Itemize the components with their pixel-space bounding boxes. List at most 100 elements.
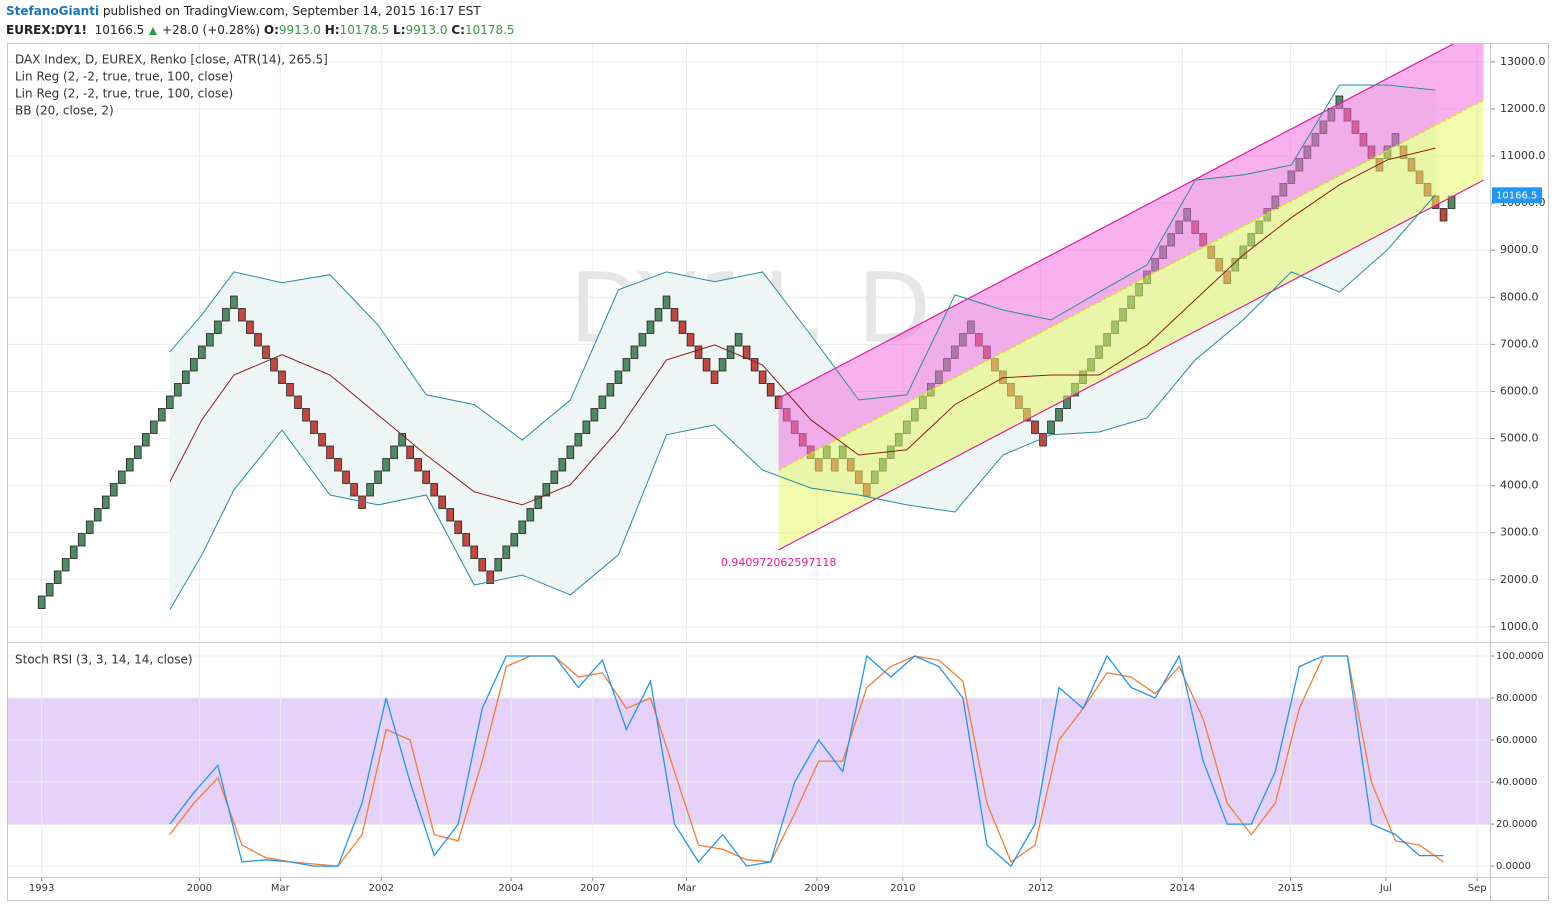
y-tick-label: 5000.0 bbox=[1500, 432, 1539, 445]
x-tick-label: 2015 bbox=[1278, 883, 1303, 894]
x-tick-label: Jul bbox=[1379, 883, 1392, 894]
up-arrow bbox=[149, 26, 158, 35]
renko-brick bbox=[550, 470, 559, 484]
renko-brick bbox=[590, 408, 599, 422]
renko-brick bbox=[85, 520, 94, 534]
band-basis bbox=[169, 147, 1436, 506]
stoch-pane bbox=[8, 643, 1490, 877]
renko-brick bbox=[686, 333, 695, 347]
renko-brick bbox=[718, 358, 727, 372]
renko-brick bbox=[558, 458, 567, 472]
renko-brick bbox=[478, 558, 487, 572]
renko-brick bbox=[750, 358, 759, 372]
renko-brick bbox=[125, 458, 134, 472]
renko-brick bbox=[502, 545, 511, 559]
renko-brick bbox=[406, 445, 414, 459]
y-tick-label: 2000.0 bbox=[1500, 573, 1539, 586]
renko-brick bbox=[149, 420, 158, 434]
channel-line bbox=[778, 44, 1455, 399]
y-tick-label: 12000.0 bbox=[1500, 102, 1546, 115]
renko-brick bbox=[382, 458, 390, 472]
renko-brick bbox=[45, 583, 54, 597]
renko-brick bbox=[1039, 433, 1047, 447]
channel-mid-line bbox=[778, 99, 1484, 471]
y-tick-label: 8000.0 bbox=[1500, 290, 1539, 303]
y-tick-label: 0.0000 bbox=[1496, 861, 1531, 872]
renko-brick bbox=[598, 395, 607, 409]
renko-brick bbox=[286, 383, 294, 397]
renko-brick bbox=[326, 445, 334, 459]
renko-brick bbox=[190, 358, 198, 372]
renko-brick bbox=[462, 533, 471, 547]
renko-brick bbox=[494, 558, 503, 572]
renko-brick bbox=[534, 495, 543, 509]
renko-brick bbox=[742, 345, 751, 359]
quote-line: EUREX:DY1! 10166.5 +28.0 (+0.28%) O:9913… bbox=[6, 21, 515, 40]
price: 10166.5 bbox=[94, 23, 145, 37]
legend-entry: BB (20, close, 2) bbox=[15, 104, 114, 118]
renko-brick bbox=[310, 420, 318, 434]
renko-brick bbox=[366, 483, 374, 497]
band-fill bbox=[8, 698, 1490, 825]
renko-brick bbox=[662, 295, 671, 309]
renko-brick bbox=[294, 395, 302, 409]
renko-brick bbox=[486, 570, 495, 584]
y-tick-label: 100.0000 bbox=[1496, 651, 1544, 662]
legend-entry: Lin Reg (2, -2, true, true, 100, close) bbox=[15, 70, 233, 84]
renko-brick bbox=[430, 483, 438, 497]
renko-brick bbox=[614, 370, 623, 384]
renko-brick bbox=[1047, 420, 1055, 434]
frame bbox=[7, 43, 1549, 901]
change: +28.0 (+0.28%) bbox=[161, 23, 261, 37]
renko-brick bbox=[133, 445, 142, 459]
renko-brick bbox=[302, 408, 310, 422]
renko-brick bbox=[37, 595, 46, 609]
y-tick-label: 60.0000 bbox=[1496, 735, 1537, 746]
renko-brick bbox=[510, 533, 519, 547]
renko-brick bbox=[182, 370, 190, 384]
renko-brick bbox=[101, 495, 110, 509]
renko-brick bbox=[766, 383, 775, 397]
renko-brick bbox=[254, 333, 262, 347]
ohlc-key: L: bbox=[393, 23, 406, 37]
renko-brick bbox=[318, 433, 326, 447]
renko-brick bbox=[606, 383, 615, 397]
renko-brick bbox=[414, 458, 422, 472]
x-tick-label: 2014 bbox=[1170, 883, 1195, 894]
renko-brick bbox=[198, 345, 206, 359]
ohlc-key: H: bbox=[324, 23, 340, 37]
band-lower bbox=[169, 194, 1436, 611]
ohlc-key: O: bbox=[263, 23, 279, 37]
renko-brick bbox=[446, 508, 455, 522]
x-tick-label: 2000 bbox=[187, 883, 212, 894]
renko-brick bbox=[246, 320, 254, 334]
renko-brick bbox=[654, 308, 663, 322]
renko-brick bbox=[214, 320, 222, 334]
renko-brick bbox=[678, 320, 687, 334]
renko-brick bbox=[638, 333, 647, 347]
renko-brick bbox=[622, 358, 631, 372]
author[interactable]: StefanoGianti bbox=[6, 4, 100, 18]
renko-brick bbox=[646, 320, 655, 334]
pane-title: Stoch RSI (3, 3, 14, 14, close) bbox=[15, 653, 193, 667]
x-tick-label: 2010 bbox=[890, 883, 915, 894]
renko-brick bbox=[166, 395, 174, 409]
x-tick-label: 2004 bbox=[498, 883, 523, 894]
renko-brick bbox=[206, 333, 214, 347]
y-tick-label: 13000.0 bbox=[1500, 55, 1546, 68]
renko-brick bbox=[342, 470, 350, 484]
renko-brick bbox=[262, 345, 270, 359]
renko-brick bbox=[230, 295, 238, 309]
channel-upper-fill bbox=[778, 44, 1484, 471]
y-tick-label: 3000.0 bbox=[1500, 526, 1539, 539]
y-tick-label: 20.0000 bbox=[1496, 819, 1537, 830]
y-tick-label: 40.0000 bbox=[1496, 777, 1537, 788]
renko-brick bbox=[1055, 408, 1063, 422]
renko-brick bbox=[470, 545, 479, 559]
renko-brick bbox=[278, 370, 286, 384]
renko-brick bbox=[566, 445, 575, 459]
renko-brick bbox=[758, 370, 767, 384]
band-fill bbox=[169, 85, 1436, 610]
